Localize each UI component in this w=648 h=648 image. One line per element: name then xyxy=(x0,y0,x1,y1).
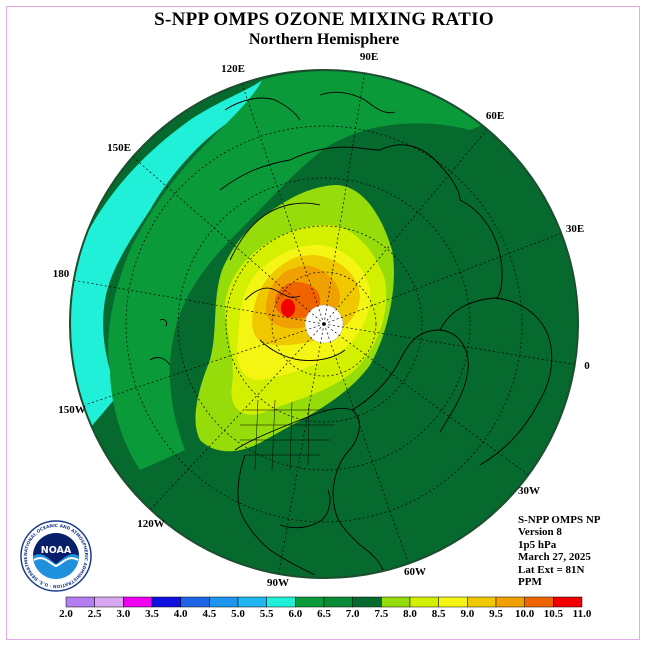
legend-tick-label: 4.0 xyxy=(173,608,188,620)
legend-tick-label: 11.0 xyxy=(572,608,592,620)
instrument-label: S-NPP OMPS NP xyxy=(518,514,601,526)
longitude-label-150w: 150W xyxy=(58,404,86,416)
longitude-label-90w: 90W xyxy=(267,577,289,589)
legend-swatch xyxy=(467,596,497,608)
map-boundary-circle xyxy=(69,69,579,579)
legend-tick-label: 6.0 xyxy=(288,608,303,620)
legend-tick-label: 9.5 xyxy=(489,608,503,620)
legend-tick-label: 2.5 xyxy=(87,608,102,620)
lat-extent-label: Lat Ext = 81N xyxy=(518,563,585,576)
legend-swatch xyxy=(438,596,468,608)
state-boundaries xyxy=(240,399,335,471)
legend-tick-label: 10.5 xyxy=(543,608,563,620)
legend-swatch xyxy=(65,596,95,608)
product-info: S-NPP OMPS NP Version 8 1p5 hPa March 27… xyxy=(518,514,601,588)
legend-swatch xyxy=(266,596,296,608)
legend-swatch xyxy=(295,596,325,608)
units-label: PPM xyxy=(518,576,542,589)
legend-swatch xyxy=(237,596,267,608)
longitude-label-60e: 60E xyxy=(485,110,505,122)
map-subtitle: Northern Hemisphere xyxy=(248,31,400,48)
coastlines xyxy=(149,91,553,576)
legend-swatch xyxy=(352,596,382,608)
contour-6.0-6.5 xyxy=(108,71,441,470)
legend-tick-label: 7.5 xyxy=(374,608,389,620)
legend-swatch xyxy=(151,596,181,608)
legend-tick-label: 8.5 xyxy=(431,608,446,620)
legend-swatch xyxy=(524,596,554,608)
legend-swatch xyxy=(495,596,525,608)
legend-swatch xyxy=(409,596,439,608)
legend-swatch xyxy=(323,596,353,608)
version-label: Version 8 xyxy=(518,526,562,539)
legend-swatch xyxy=(94,596,124,608)
longitude-label-120w: 120W xyxy=(137,518,165,530)
longitude-label-180: 180 xyxy=(52,268,70,280)
legend-swatch xyxy=(553,596,583,608)
svg-text:NOAA: NOAA xyxy=(41,545,72,556)
legend-tick-label: 7.0 xyxy=(345,608,360,620)
legend-swatch xyxy=(381,596,411,608)
longitude-label-30e: 30E xyxy=(565,223,585,235)
longitude-label-120e: 120E xyxy=(221,63,245,75)
latitude-grid xyxy=(125,125,523,523)
longitude-grid xyxy=(71,70,578,578)
pressure-level-label: 1p5 hPa xyxy=(518,538,557,551)
map-title: S-NPP OMPS OZONE MIXING RATIO xyxy=(154,9,494,30)
legend-swatch xyxy=(209,596,239,608)
legend-tick-label: 3.0 xyxy=(116,608,131,620)
legend-tick-label: 5.5 xyxy=(259,608,274,620)
longitude-label-60w: 60W xyxy=(404,566,426,578)
longitude-label-0: 0 xyxy=(584,360,590,372)
legend-swatch xyxy=(123,596,153,608)
legend-tick-label: 5.0 xyxy=(231,608,245,620)
legend-swatch xyxy=(180,596,210,608)
noaa-logo: NATIONAL OCEANIC AND ATMOSPHERIC ADMINIS… xyxy=(20,520,92,592)
contour-10.0-10.5 xyxy=(281,299,295,317)
legend-tick-label: 10.0 xyxy=(515,608,535,620)
longitude-label-30w: 30W xyxy=(518,485,540,497)
figure-frame xyxy=(6,6,640,640)
legend-tick-label: 2.0 xyxy=(59,608,73,620)
longitude-label-90e: 90E xyxy=(359,51,379,63)
legend-tick-label: 9.0 xyxy=(460,608,475,620)
date-label: March 27, 2025 xyxy=(518,551,591,564)
longitude-label-150e: 150E xyxy=(107,142,131,154)
legend-tick-label: 3.5 xyxy=(145,608,159,620)
legend-tick-label: 6.5 xyxy=(317,608,331,620)
legend-tick-label: 4.5 xyxy=(202,608,217,620)
legend-tick-label: 8.0 xyxy=(403,608,417,620)
